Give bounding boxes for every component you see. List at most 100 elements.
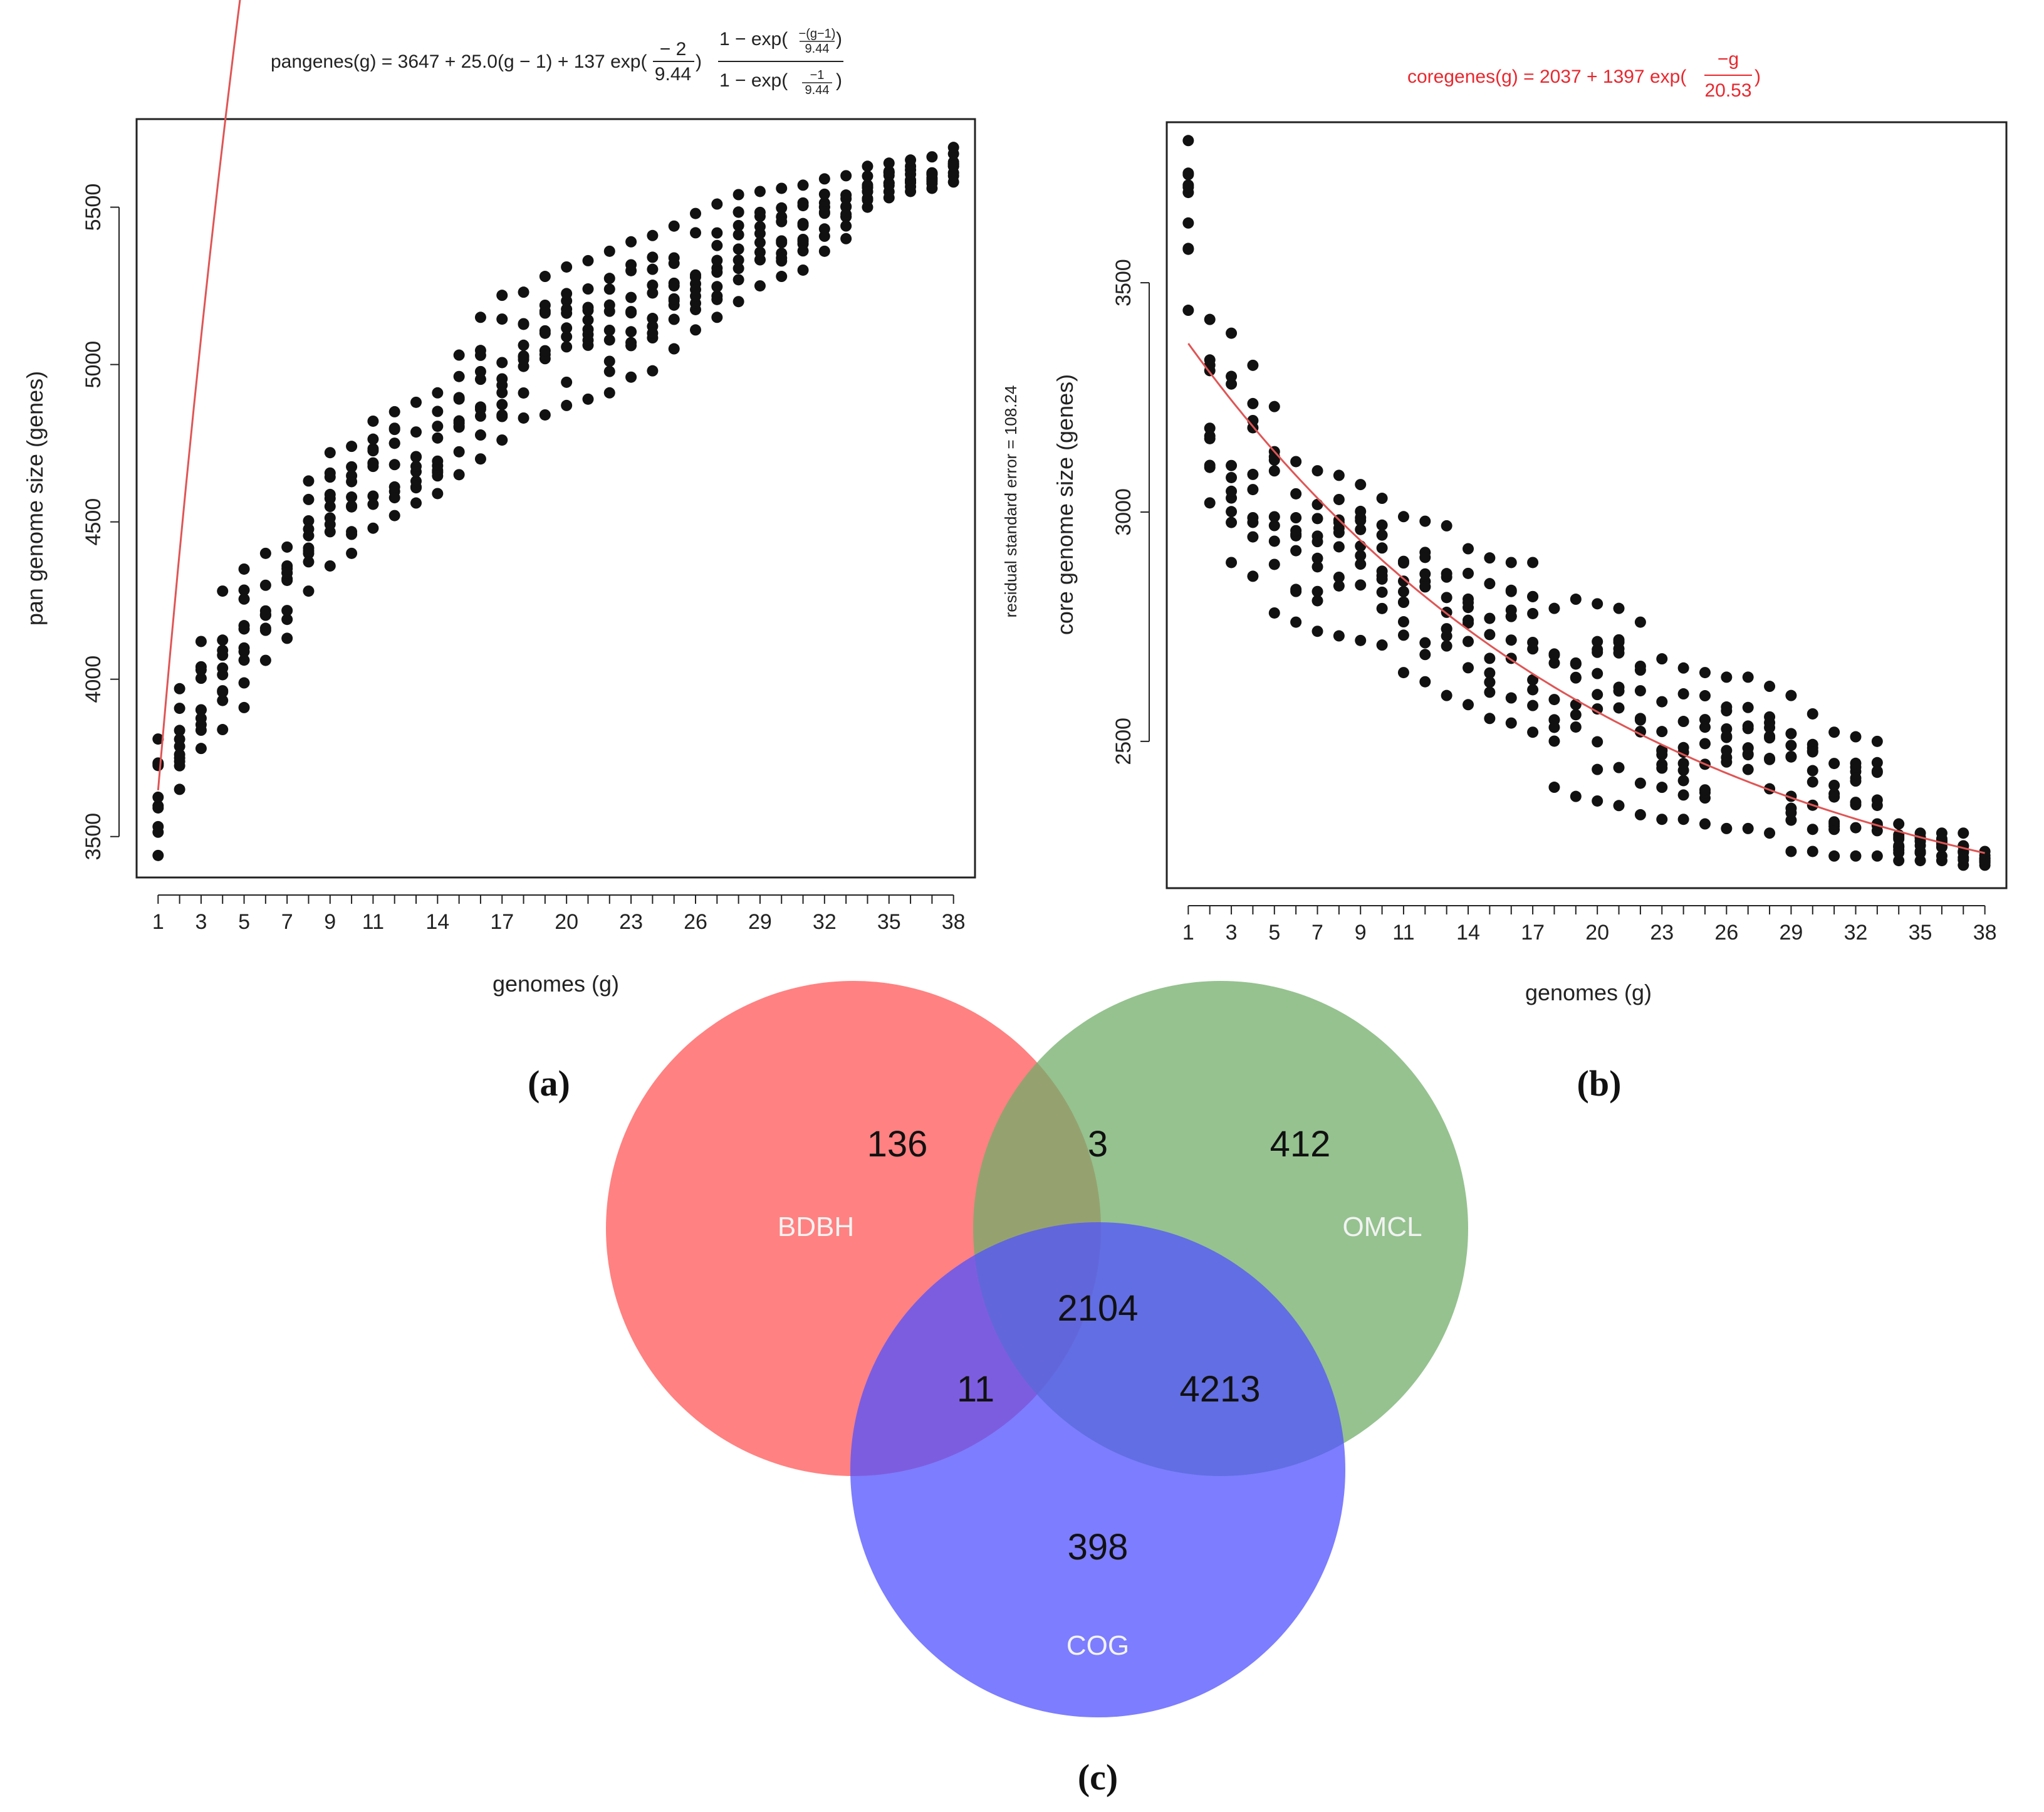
- core-point: [1871, 767, 1883, 778]
- core-point: [1893, 855, 1905, 867]
- pan-point: [474, 349, 486, 361]
- pan-point: [733, 296, 744, 308]
- core-point: [1785, 689, 1797, 701]
- core-point: [1333, 630, 1345, 642]
- pan-point: [561, 376, 573, 388]
- pan-point: [346, 476, 358, 488]
- pan-point: [668, 343, 680, 355]
- core-point: [1828, 850, 1840, 862]
- pan-point: [690, 269, 701, 281]
- core-point: [1484, 713, 1496, 725]
- pan-point: [238, 584, 250, 596]
- core-point: [1505, 604, 1517, 616]
- pan-point: [367, 433, 379, 445]
- core-point: [1721, 701, 1733, 713]
- core-point: [1441, 592, 1452, 604]
- core-point: [1570, 721, 1582, 733]
- pan-point: [668, 280, 680, 292]
- core-point: [1570, 657, 1582, 669]
- core-point: [1333, 580, 1345, 592]
- core-point: [1419, 552, 1431, 563]
- core-point: [1484, 652, 1496, 664]
- core-point: [1441, 689, 1452, 701]
- pan-point: [797, 245, 809, 257]
- pan-point: [259, 624, 271, 636]
- core-point: [1807, 708, 1818, 720]
- pan-point: [647, 320, 659, 332]
- pan-point: [647, 280, 659, 291]
- venn-count-bdbh-cog: 11: [957, 1369, 994, 1410]
- core-point: [1419, 568, 1431, 580]
- core-point: [1699, 738, 1711, 750]
- core-point: [1656, 745, 1668, 757]
- pan-point: [324, 512, 336, 524]
- pan-point: [195, 713, 207, 725]
- core-point: [1268, 401, 1280, 412]
- core-point: [1484, 612, 1496, 624]
- core-point: [1592, 689, 1603, 701]
- core-point: [1268, 520, 1280, 532]
- pan-point: [410, 497, 422, 509]
- core-point: [1764, 827, 1776, 839]
- core-point: [1290, 456, 1302, 468]
- core-point: [1226, 506, 1238, 518]
- core-point: [1613, 602, 1625, 614]
- core-point: [1505, 584, 1517, 596]
- core-point: [1204, 459, 1216, 471]
- core-point: [1376, 602, 1388, 614]
- pan-y-tick-label: 4000: [81, 656, 105, 703]
- pan-point: [733, 229, 744, 241]
- pan-point: [518, 353, 529, 365]
- core-point: [1397, 616, 1409, 628]
- pan-point: [410, 426, 422, 438]
- core-point: [1850, 757, 1862, 769]
- pan-point: [152, 791, 164, 803]
- core-point: [1226, 471, 1238, 483]
- pan-point: [647, 313, 659, 325]
- pan-point: [195, 704, 207, 716]
- pan-point: [259, 654, 271, 666]
- pan-point: [625, 291, 637, 303]
- pan-point: [539, 353, 551, 365]
- pan-point: [518, 318, 529, 330]
- pan-plot-frame: [135, 118, 976, 879]
- pan-point: [625, 326, 637, 338]
- pan-point: [690, 227, 701, 239]
- pan-point: [432, 470, 444, 482]
- core-point: [1247, 468, 1259, 480]
- pan-point: [324, 447, 336, 459]
- core-formula-frac-den: 20.53: [1704, 80, 1751, 101]
- pan-point: [281, 567, 293, 579]
- pan-point: [238, 677, 250, 689]
- core-point: [1484, 578, 1496, 590]
- core-point: [1785, 750, 1797, 762]
- core-point: [1355, 634, 1367, 646]
- core-fit-curve: [1187, 343, 1985, 854]
- pan-point: [217, 724, 229, 736]
- core-point: [1527, 674, 1539, 686]
- pan-formula-title: pangenes(g) = 3647 + 25.0(g − 1) + 137 e…: [271, 27, 843, 97]
- core-point: [1828, 758, 1840, 770]
- pan-point: [346, 547, 358, 559]
- core-point: [1182, 305, 1194, 317]
- pan-formula-den-b: ): [836, 70, 842, 91]
- pan-point: [217, 644, 229, 656]
- core-point: [1570, 709, 1582, 721]
- core-point: [1397, 667, 1409, 679]
- pan-point: [152, 733, 164, 745]
- core-point: [1699, 721, 1711, 733]
- pan-point: [346, 491, 358, 503]
- core-point: [1311, 530, 1323, 542]
- core-point: [1463, 699, 1474, 711]
- pan-point: [711, 290, 723, 302]
- pan-point: [776, 271, 788, 283]
- core-point: [1397, 629, 1409, 641]
- venn-count-omcl-cog: 4213: [1179, 1369, 1260, 1410]
- pan-point: [367, 461, 379, 473]
- pan-point: [238, 654, 250, 666]
- pan-formula-den-a: 1 − exp(: [719, 70, 788, 91]
- pan-point: [346, 526, 358, 538]
- pan-x-tick-label: 5: [238, 910, 250, 934]
- pan-point: [883, 179, 895, 191]
- pan-point: [818, 206, 830, 218]
